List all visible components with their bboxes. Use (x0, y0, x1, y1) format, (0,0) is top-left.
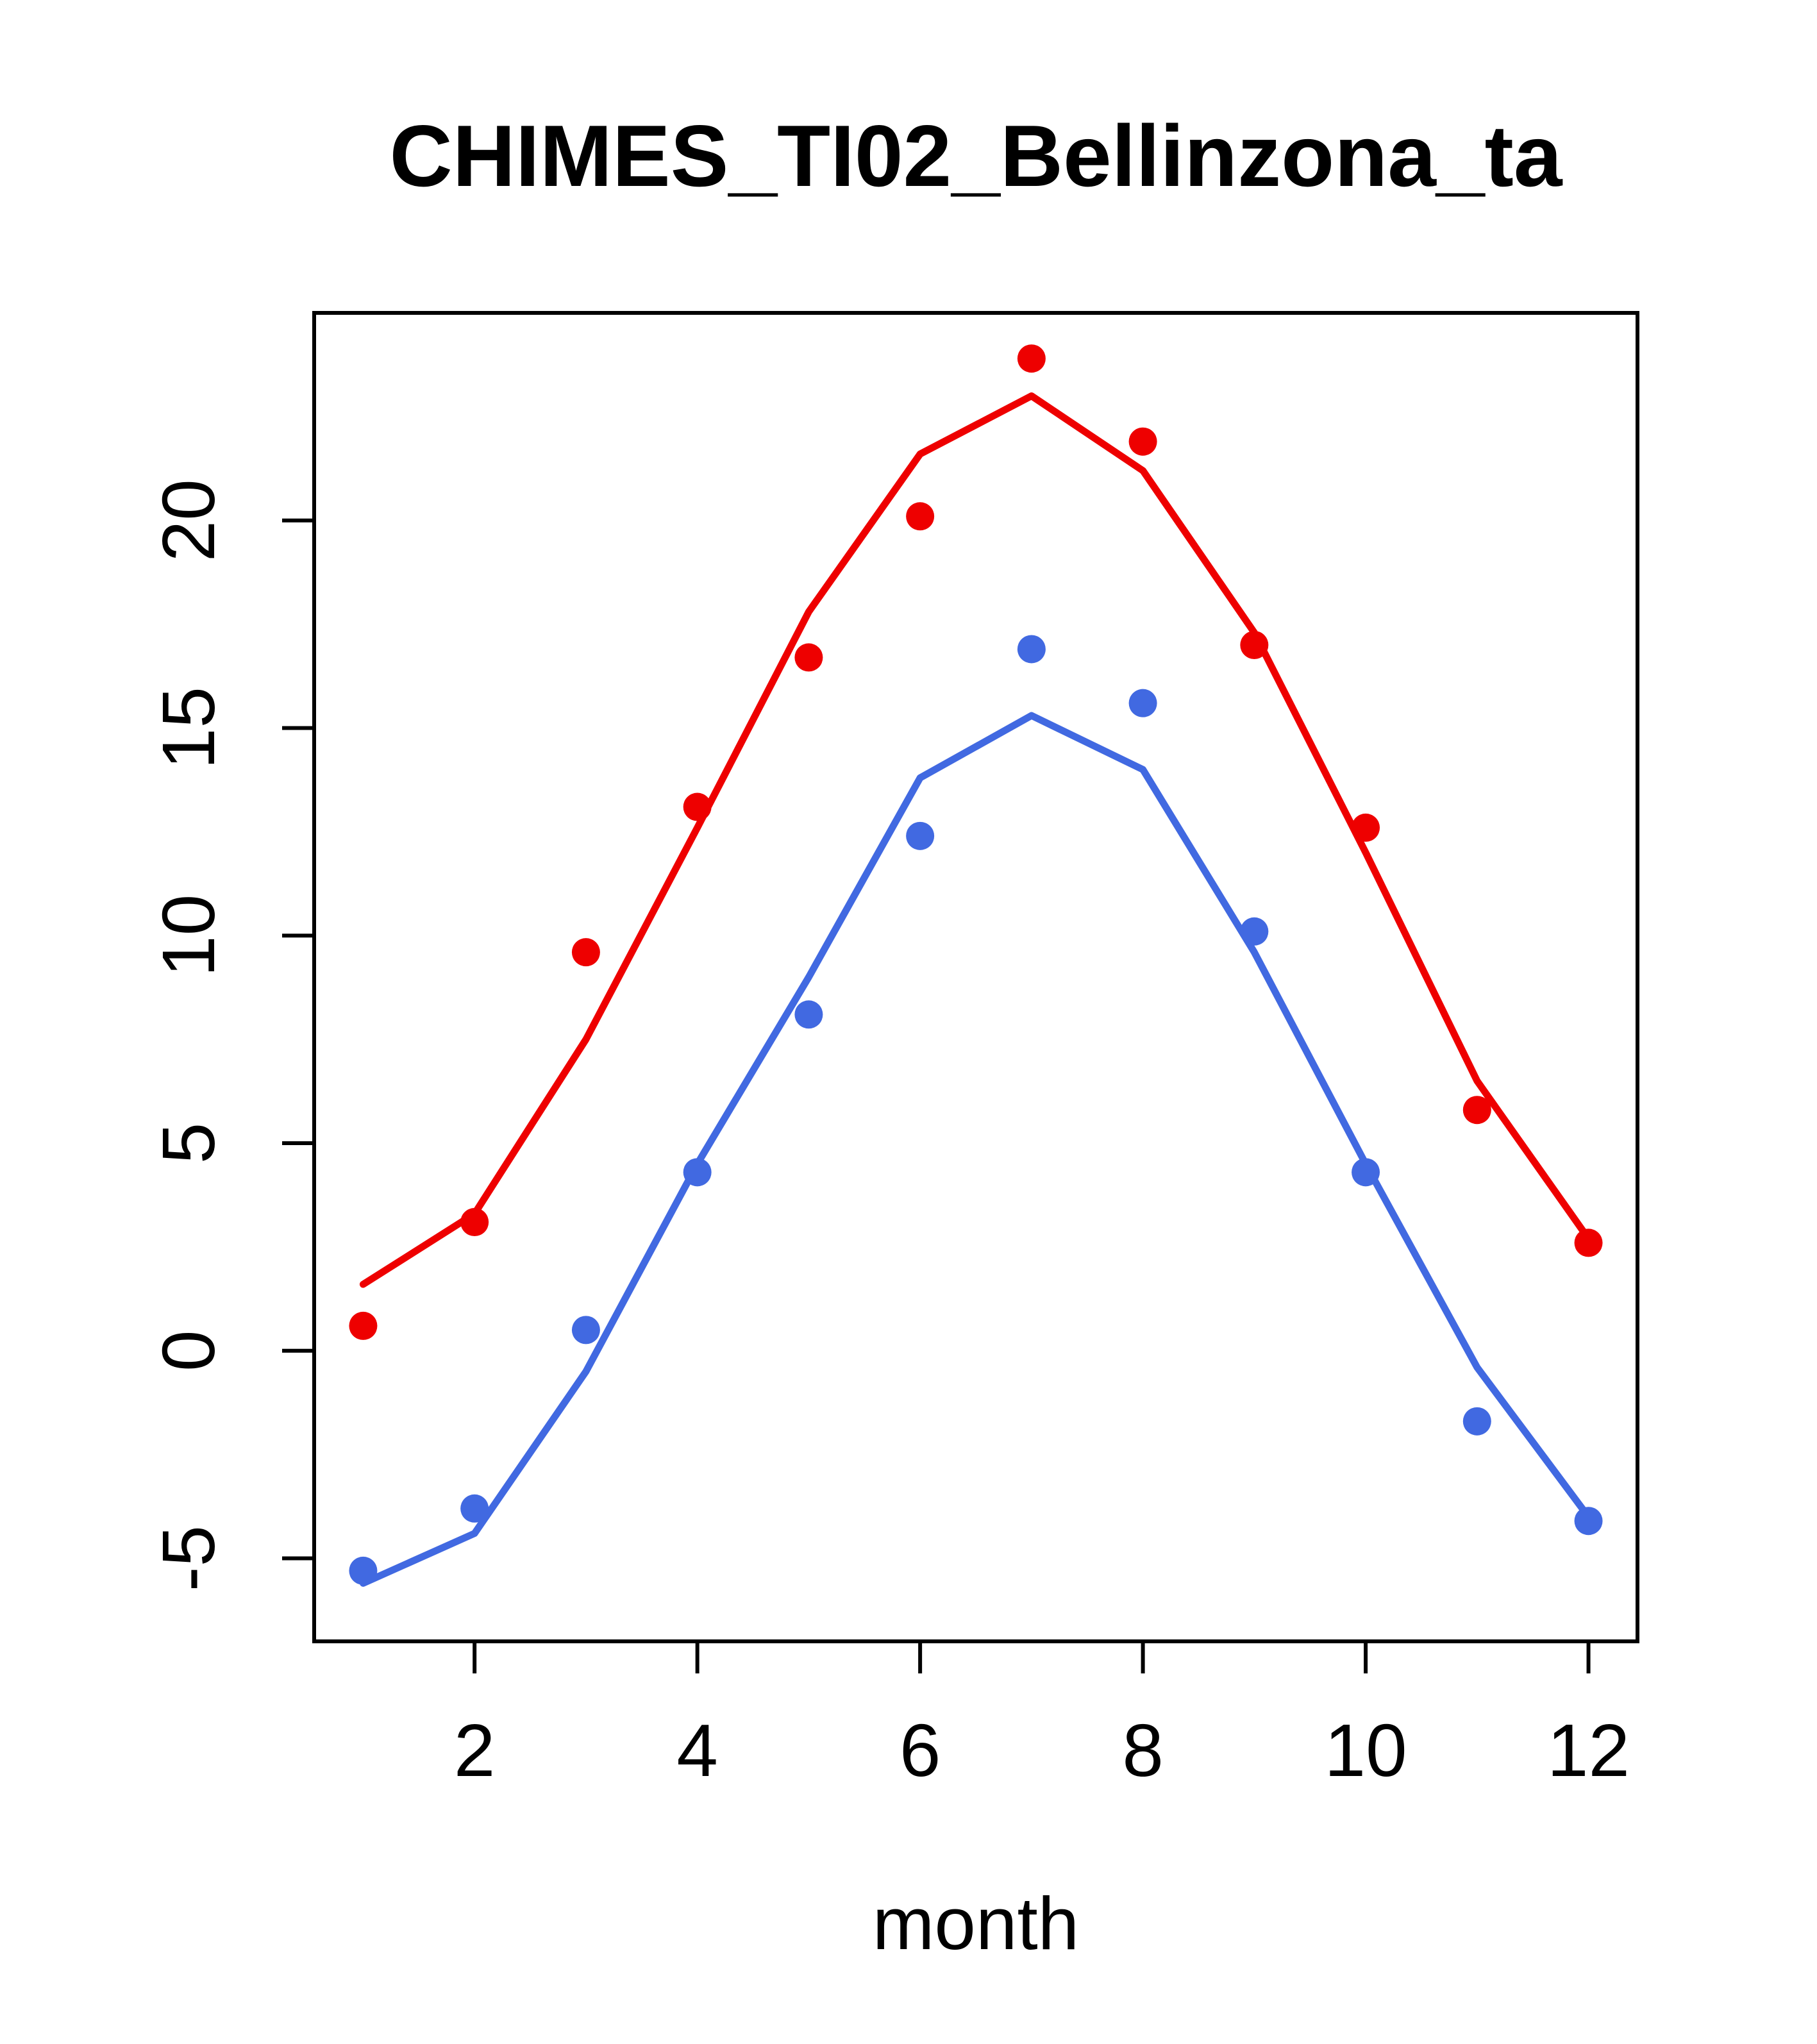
x-tick-label: 12 (1547, 1709, 1630, 1792)
red-points-marker (683, 792, 712, 821)
red-points-marker (794, 643, 823, 672)
red-points-marker (460, 1208, 489, 1237)
red-points-marker (1240, 631, 1269, 659)
blue-points-marker (1017, 635, 1046, 664)
y-tick-label: 5 (147, 1123, 230, 1164)
red-points-marker (349, 1311, 378, 1340)
red-points-marker (1017, 344, 1046, 373)
blue-points-marker (349, 1556, 378, 1585)
blue-points-marker (906, 821, 935, 850)
blue-points-marker (1128, 689, 1157, 717)
y-tick-label: 20 (147, 479, 230, 562)
plot-box (312, 311, 1639, 1643)
red-line (359, 392, 1593, 1288)
x-tick-label: 10 (1325, 1709, 1407, 1792)
x-axis-label: month (873, 1882, 1079, 1965)
x-tick-label: 2 (454, 1709, 496, 1792)
blue-points-marker (1352, 1158, 1380, 1187)
chart-title: CHIMES_TI02_Bellinzona_ta (390, 107, 1563, 205)
red-points-marker (1128, 427, 1157, 456)
y-tick-label: 10 (147, 894, 230, 977)
red-points-marker (1352, 813, 1380, 842)
blue-points-marker (1462, 1407, 1491, 1436)
red-points-marker (571, 938, 600, 967)
x-tick-label: 6 (900, 1709, 941, 1792)
blue-points-marker (1240, 917, 1269, 946)
red-points-marker (906, 502, 935, 531)
blue-points-marker (460, 1494, 489, 1523)
red-points-marker (1574, 1228, 1603, 1257)
blue-line (359, 712, 1593, 1587)
red-points-marker (1462, 1096, 1491, 1125)
y-tick-label: 0 (147, 1330, 230, 1371)
blue-points-marker (683, 1158, 712, 1187)
blue-points-marker (1574, 1507, 1603, 1536)
y-tick-label: 15 (147, 687, 230, 769)
x-tick-label: 4 (676, 1709, 718, 1792)
plot-area: 2 4 6 8 10 12 -5 0 5 10 15 20 (147, 311, 1639, 1792)
blue-points-marker (571, 1316, 600, 1345)
x-tick-label: 8 (1122, 1709, 1164, 1792)
blue-points-marker (794, 1000, 823, 1029)
y-tick-label: -5 (147, 1525, 230, 1591)
